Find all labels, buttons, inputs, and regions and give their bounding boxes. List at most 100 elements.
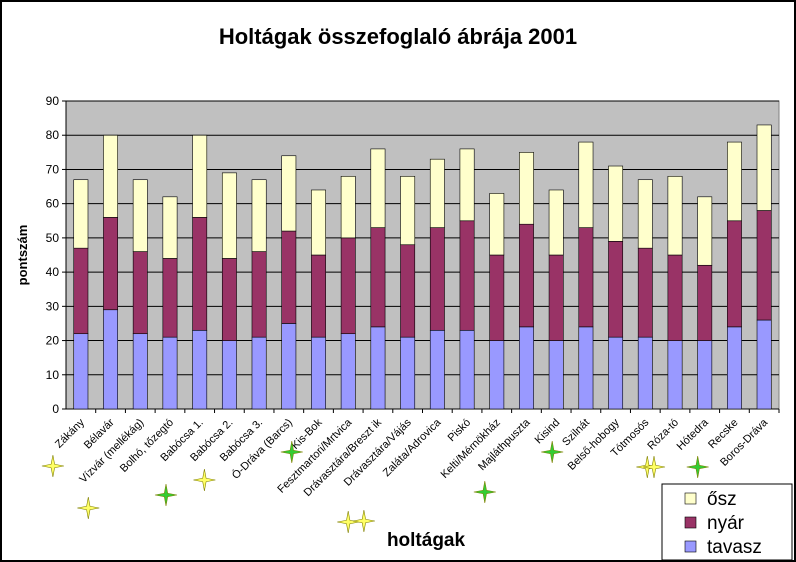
bar-segment (340, 333, 356, 410)
category-label: Majláthpuszta (476, 416, 533, 473)
star-marker-icon (541, 440, 564, 464)
legend-swatch (684, 540, 697, 553)
bar-segment (578, 227, 594, 328)
bar-segment (132, 251, 148, 335)
y-tick-label: 70 (46, 162, 60, 176)
legend-label: tavasz (707, 537, 762, 558)
bar-segment (192, 329, 208, 410)
bar-segment (727, 141, 742, 222)
legend-swatch (684, 516, 697, 529)
bar-segment (103, 217, 118, 311)
legend-label: nyár (707, 513, 745, 534)
bar-segment (400, 336, 416, 410)
bar-segment (489, 254, 505, 341)
star-marker-icon (686, 455, 709, 479)
y-tick-label: 40 (46, 265, 60, 279)
category-label: Piskó (446, 417, 474, 445)
bar-segment (667, 254, 683, 341)
bar-segment (756, 124, 772, 211)
bar-segment (578, 326, 594, 410)
legend-label: ősz (707, 489, 737, 510)
bar-segment (132, 333, 148, 410)
bar-segment (73, 179, 89, 249)
bar-segment (459, 148, 475, 222)
bar-segment (162, 336, 178, 410)
x-axis-title: holtágak (387, 530, 466, 551)
star-marker-icon (193, 468, 216, 492)
y-tick-label: 80 (46, 128, 60, 142)
bar-segment (162, 196, 178, 259)
bar-segment (132, 179, 148, 252)
bar-segment (459, 220, 475, 331)
bar-segment (667, 175, 683, 256)
legend-box (661, 483, 793, 561)
bar-segment (162, 258, 178, 338)
category-label: Kisind (533, 417, 563, 447)
bar-segment (340, 237, 356, 335)
bar-segment (370, 227, 386, 328)
bar-segment (400, 175, 416, 246)
bar-segment (459, 329, 475, 410)
bar-segment (727, 326, 742, 410)
bar-segment (400, 244, 416, 338)
category-label: Róza-tó (645, 417, 681, 453)
star-marker-icon (352, 509, 375, 533)
bar-segment (697, 264, 713, 341)
bar-segment (221, 172, 237, 259)
bar-segment (340, 175, 356, 239)
bar-segment (727, 220, 742, 328)
y-tick-label: 50 (46, 231, 60, 245)
bar-segment (578, 141, 594, 228)
bar-segment (311, 189, 326, 256)
star-marker-icon (154, 483, 178, 507)
y-tick-label: 10 (46, 368, 60, 382)
bar-segment (221, 258, 237, 341)
y-tick-label: 30 (46, 299, 60, 313)
star-marker-icon (280, 440, 303, 464)
y-tick-label: 90 (46, 94, 60, 108)
bar-segment (608, 336, 624, 410)
bar-segment (697, 196, 713, 266)
bar-segment (73, 333, 89, 410)
star-marker-icon (642, 455, 666, 479)
bar-segment (429, 329, 445, 410)
bar-segment (370, 148, 386, 228)
bar-segment (608, 165, 624, 242)
bar-segment (429, 158, 445, 228)
bar-segment (251, 179, 267, 252)
bar-segment (637, 336, 653, 410)
bar-segment (519, 152, 534, 225)
bar-segment (251, 251, 267, 338)
bar-segment (251, 336, 267, 410)
bar-segment (756, 319, 772, 410)
y-tick-label: 60 (46, 197, 60, 211)
bar-segment (608, 241, 624, 338)
bar-segment (637, 247, 653, 338)
bar-segment (192, 134, 208, 218)
bar-segment (192, 217, 208, 331)
category-label: Zákány (53, 416, 87, 450)
bar-segment (489, 340, 505, 410)
bar-segment (281, 323, 297, 410)
star-marker-icon (337, 510, 360, 534)
bar-segment (548, 254, 564, 341)
bar-segment (281, 155, 297, 232)
y-tick-label: 20 (46, 334, 60, 348)
bar-segment (667, 340, 683, 410)
bar-segment (548, 340, 564, 410)
legend-swatch (684, 492, 697, 505)
bar-segment (429, 227, 445, 331)
category-label: Hótedra (675, 416, 712, 453)
bar-segment (697, 340, 713, 410)
bar-segment (548, 189, 564, 256)
bar-segment (489, 193, 505, 256)
bar-segment (311, 336, 326, 410)
star-marker-icon (473, 480, 496, 504)
y-axis-title: pontszám (15, 225, 30, 286)
chart-title: Holtágak összefoglaló ábrája 2001 (218, 24, 578, 49)
bar-segment (519, 223, 534, 328)
bar-segment (221, 340, 237, 410)
bar-segment (756, 210, 772, 321)
star-marker-icon (77, 496, 100, 520)
